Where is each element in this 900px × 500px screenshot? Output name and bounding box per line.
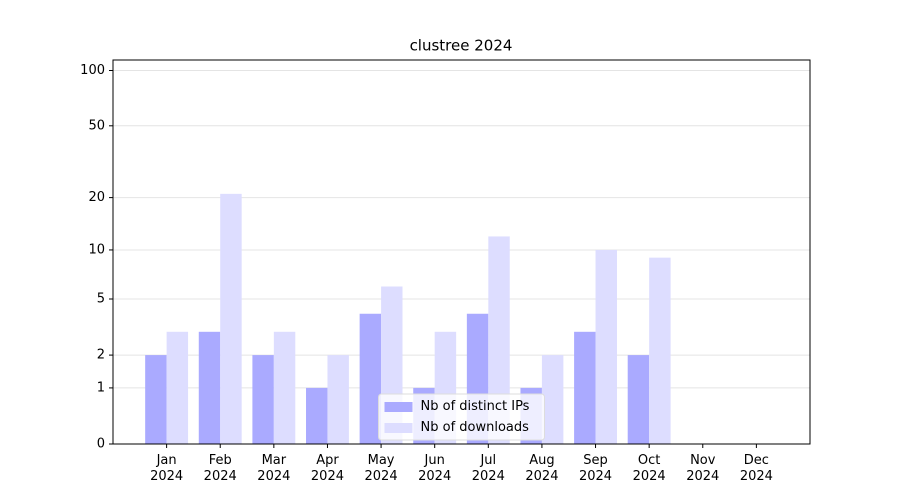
bar bbox=[220, 193, 242, 444]
x-tick-label: Sep 2024 bbox=[578, 453, 613, 484]
x-tick-label: Jan 2024 bbox=[150, 453, 184, 484]
y-tick-label: 100 bbox=[80, 63, 105, 78]
bar bbox=[574, 331, 596, 444]
y-tick-label: 0 bbox=[97, 437, 105, 452]
legend-swatch bbox=[384, 402, 413, 412]
legend-box bbox=[378, 393, 545, 441]
y-tick-label: 5 bbox=[97, 291, 105, 306]
bar bbox=[145, 355, 167, 444]
bar bbox=[488, 236, 510, 444]
bar bbox=[595, 249, 617, 444]
x-tick-label: Oct 2024 bbox=[632, 453, 666, 484]
bar bbox=[359, 313, 382, 444]
bar bbox=[306, 387, 328, 444]
y-tick-label: 1 bbox=[97, 380, 105, 395]
chart-title: clustree 2024 bbox=[410, 37, 513, 55]
bar bbox=[252, 355, 274, 444]
bar bbox=[198, 331, 221, 444]
y-tick-label: 50 bbox=[88, 118, 105, 133]
bar bbox=[649, 257, 671, 444]
legend-label: Nb of downloads bbox=[420, 420, 529, 435]
bar bbox=[273, 331, 296, 444]
plot-frame bbox=[112, 59, 811, 445]
x-tick-label: Feb 2024 bbox=[203, 453, 237, 484]
y-tick-label: 20 bbox=[88, 190, 105, 205]
x-tick-label: Dec 2024 bbox=[739, 453, 773, 484]
legend-label: Nb of distinct IPs bbox=[420, 399, 530, 414]
x-tick-label: Aug 2024 bbox=[525, 453, 559, 484]
x-tick-label: Apr 2024 bbox=[310, 453, 344, 484]
x-tick-label: May 2024 bbox=[364, 453, 398, 484]
y-tick-label: 10 bbox=[88, 242, 105, 257]
legend-swatch bbox=[384, 423, 413, 433]
x-tick-label: Jun 2024 bbox=[418, 453, 452, 484]
x-tick-label: Jul 2024 bbox=[471, 453, 505, 484]
x-tick-label: Mar 2024 bbox=[257, 453, 291, 484]
x-tick-label: Nov 2024 bbox=[686, 453, 720, 484]
y-tick-label: 2 bbox=[97, 348, 105, 363]
bar bbox=[166, 331, 189, 444]
bar bbox=[327, 355, 349, 444]
bar bbox=[541, 355, 564, 444]
bar bbox=[627, 355, 650, 444]
